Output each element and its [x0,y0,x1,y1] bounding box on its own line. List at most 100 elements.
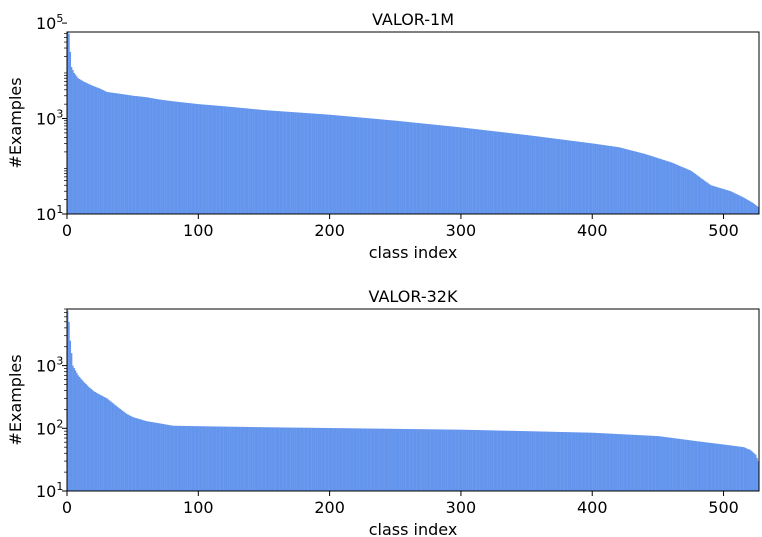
bar [208,105,211,214]
bar [347,116,350,214]
bar [540,136,543,214]
bar [426,123,429,214]
bar [152,422,154,491]
bar [584,432,586,491]
y-tick-label: 101 [36,203,63,224]
bar [429,429,431,491]
bar [753,204,756,214]
bar [189,426,191,491]
bar [593,143,595,214]
bar [319,114,321,214]
bar [85,384,87,491]
bar [425,429,427,491]
bar [719,188,722,214]
bar [219,105,221,214]
bar [434,124,437,214]
bar [195,103,198,214]
bar [741,447,744,491]
bar [590,432,593,491]
bar [195,426,198,491]
bar [455,126,458,214]
bar [292,112,295,214]
bar [661,159,664,214]
bar [236,107,238,214]
bar [653,435,656,491]
bar [103,90,106,214]
x-axis-label: class index [369,243,458,262]
bar [680,166,682,214]
bar [98,88,100,214]
bar [420,429,422,491]
bar [395,120,397,214]
bar [403,121,405,214]
bar [628,150,631,214]
bar [143,96,145,214]
bar [240,426,242,491]
bar [217,426,220,491]
bar [240,107,242,214]
bar [194,103,196,214]
bar [727,190,729,214]
bar [73,368,75,491]
bar [410,429,413,491]
x-tick-label: 500 [708,221,739,240]
bar [701,441,703,491]
bar [473,430,476,491]
bar [597,433,599,491]
bar [271,110,274,214]
bar [351,428,354,491]
x-tick-label: 500 [708,498,739,517]
bar [292,427,295,491]
bar [416,429,418,491]
bar [336,428,338,491]
bar [328,114,330,214]
bar [659,158,661,214]
bar [698,441,701,491]
bar [460,127,463,214]
bar [593,432,595,491]
bar [82,381,85,491]
bar [694,440,697,491]
bar [539,136,542,214]
bar [91,390,94,491]
bar [408,122,410,214]
bar [194,426,196,491]
bar [580,141,582,214]
bar [182,425,184,491]
bar [303,112,305,214]
bar [409,122,412,214]
bar [536,431,539,491]
bar [78,79,81,214]
bar [391,428,393,491]
bar [384,428,387,491]
bar [644,435,647,491]
bar [338,115,341,214]
bar [265,427,267,491]
bar [87,83,90,214]
bar [718,443,720,491]
bar [645,435,648,491]
bar [580,432,582,491]
bar [207,104,209,214]
bar [300,427,303,491]
bar [439,429,442,491]
bar [555,138,557,214]
bars [66,310,760,491]
bar [107,92,110,214]
bar [150,422,153,491]
bar [542,137,544,214]
bar [246,426,249,491]
bar [322,427,325,491]
bar [259,427,262,491]
bar [748,200,750,214]
bar [122,94,124,214]
bar [636,435,639,491]
bar [284,427,287,491]
bar [485,430,488,491]
bar [706,442,708,491]
bar [215,105,217,214]
bar [418,123,421,214]
bar [392,120,395,214]
bar [322,114,325,214]
bar [162,424,165,491]
